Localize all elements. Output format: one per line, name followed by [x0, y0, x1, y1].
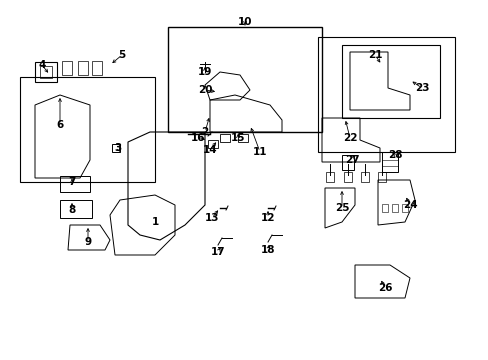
Text: 13: 13	[204, 213, 219, 223]
Bar	[343, 172, 351, 182]
Text: 11: 11	[252, 147, 267, 157]
Text: 14: 14	[202, 145, 217, 155]
Bar	[60, 200, 92, 218]
Bar	[377, 172, 385, 182]
Bar	[35, 62, 57, 82]
Text: 10: 10	[237, 17, 252, 27]
Bar	[20, 77, 155, 182]
Text: 24: 24	[402, 200, 416, 210]
Text: 7: 7	[68, 177, 76, 187]
Bar	[381, 204, 387, 212]
Bar	[60, 176, 90, 192]
Text: 17: 17	[210, 247, 225, 257]
Bar	[238, 134, 247, 142]
Bar	[112, 144, 120, 152]
Text: 1: 1	[151, 217, 158, 227]
Bar	[168, 27, 321, 132]
Bar	[62, 61, 72, 75]
Bar	[220, 134, 229, 142]
Text: 22: 22	[342, 133, 357, 143]
Text: 4: 4	[38, 60, 45, 70]
Bar	[341, 45, 439, 118]
Bar	[78, 61, 88, 75]
Bar	[317, 37, 454, 152]
Text: 27: 27	[344, 155, 359, 165]
Bar	[341, 155, 353, 170]
Text: 16: 16	[190, 133, 205, 143]
Text: 19: 19	[198, 67, 212, 77]
Text: 20: 20	[197, 85, 212, 95]
Text: 8: 8	[68, 205, 76, 215]
Text: 2: 2	[201, 127, 208, 137]
Text: 23: 23	[414, 83, 428, 93]
Bar	[92, 61, 102, 75]
Bar	[360, 172, 368, 182]
Text: 25: 25	[334, 203, 348, 213]
Text: 21: 21	[367, 50, 382, 60]
Text: 15: 15	[230, 133, 245, 143]
Bar	[391, 204, 397, 212]
Text: 12: 12	[260, 213, 275, 223]
Text: 3: 3	[114, 143, 122, 153]
Bar	[40, 66, 52, 78]
Bar	[325, 172, 333, 182]
Bar	[207, 140, 218, 148]
Bar	[401, 204, 407, 212]
Text: 28: 28	[387, 150, 402, 160]
Text: 26: 26	[377, 283, 391, 293]
Bar	[381, 152, 397, 172]
Text: 6: 6	[56, 120, 63, 130]
Text: 9: 9	[84, 237, 91, 247]
Text: 18: 18	[260, 245, 275, 255]
Text: 5: 5	[118, 50, 125, 60]
